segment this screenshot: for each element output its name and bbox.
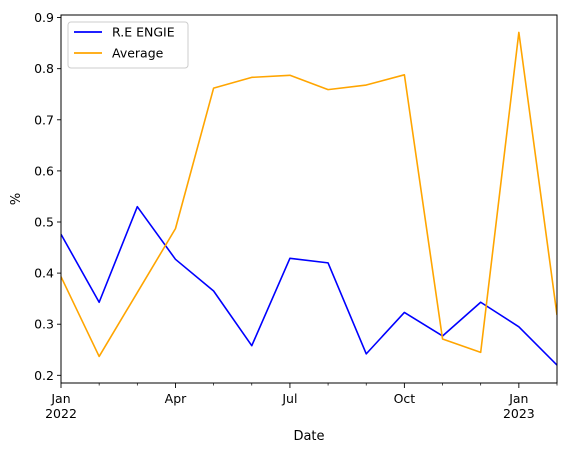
x-tick-label: Jul xyxy=(281,391,297,406)
y-tick-label: 0.5 xyxy=(34,215,54,230)
y-tick-label: 0.6 xyxy=(34,163,54,178)
y-axis-label: % xyxy=(9,193,24,205)
x-tick-label: Jan xyxy=(50,391,70,406)
y-tick-label: 0.8 xyxy=(34,61,54,76)
plot-lines xyxy=(61,31,557,366)
y-tick-label: 0.3 xyxy=(34,317,54,332)
legend-label-2: Average xyxy=(112,46,164,61)
x-tick-year-label: 2023 xyxy=(503,406,535,421)
series-line-1 xyxy=(61,205,557,366)
x-tick-year-label: 2022 xyxy=(45,406,77,421)
plot-frame xyxy=(60,14,558,384)
y-tick-label: 0.7 xyxy=(34,112,54,127)
y-axis: 0.2 0.3 0.4 0.5 0.6 0.7 0.8 0.9 xyxy=(34,10,61,383)
x-tick-label: Jan xyxy=(508,391,528,406)
series-line-2 xyxy=(61,31,557,358)
y-tick-label: 0.2 xyxy=(34,368,54,383)
x-axis-label: Date xyxy=(293,429,324,444)
legend-box xyxy=(67,21,189,69)
legend: R.E ENGIE Average xyxy=(67,21,189,69)
x-tick-label: Oct xyxy=(394,391,416,406)
y-tick-label: 0.9 xyxy=(34,10,54,25)
x-tick-label: Apr xyxy=(165,391,187,406)
legend-label-1: R.E ENGIE xyxy=(112,25,175,40)
y-tick-label: 0.4 xyxy=(34,266,54,281)
